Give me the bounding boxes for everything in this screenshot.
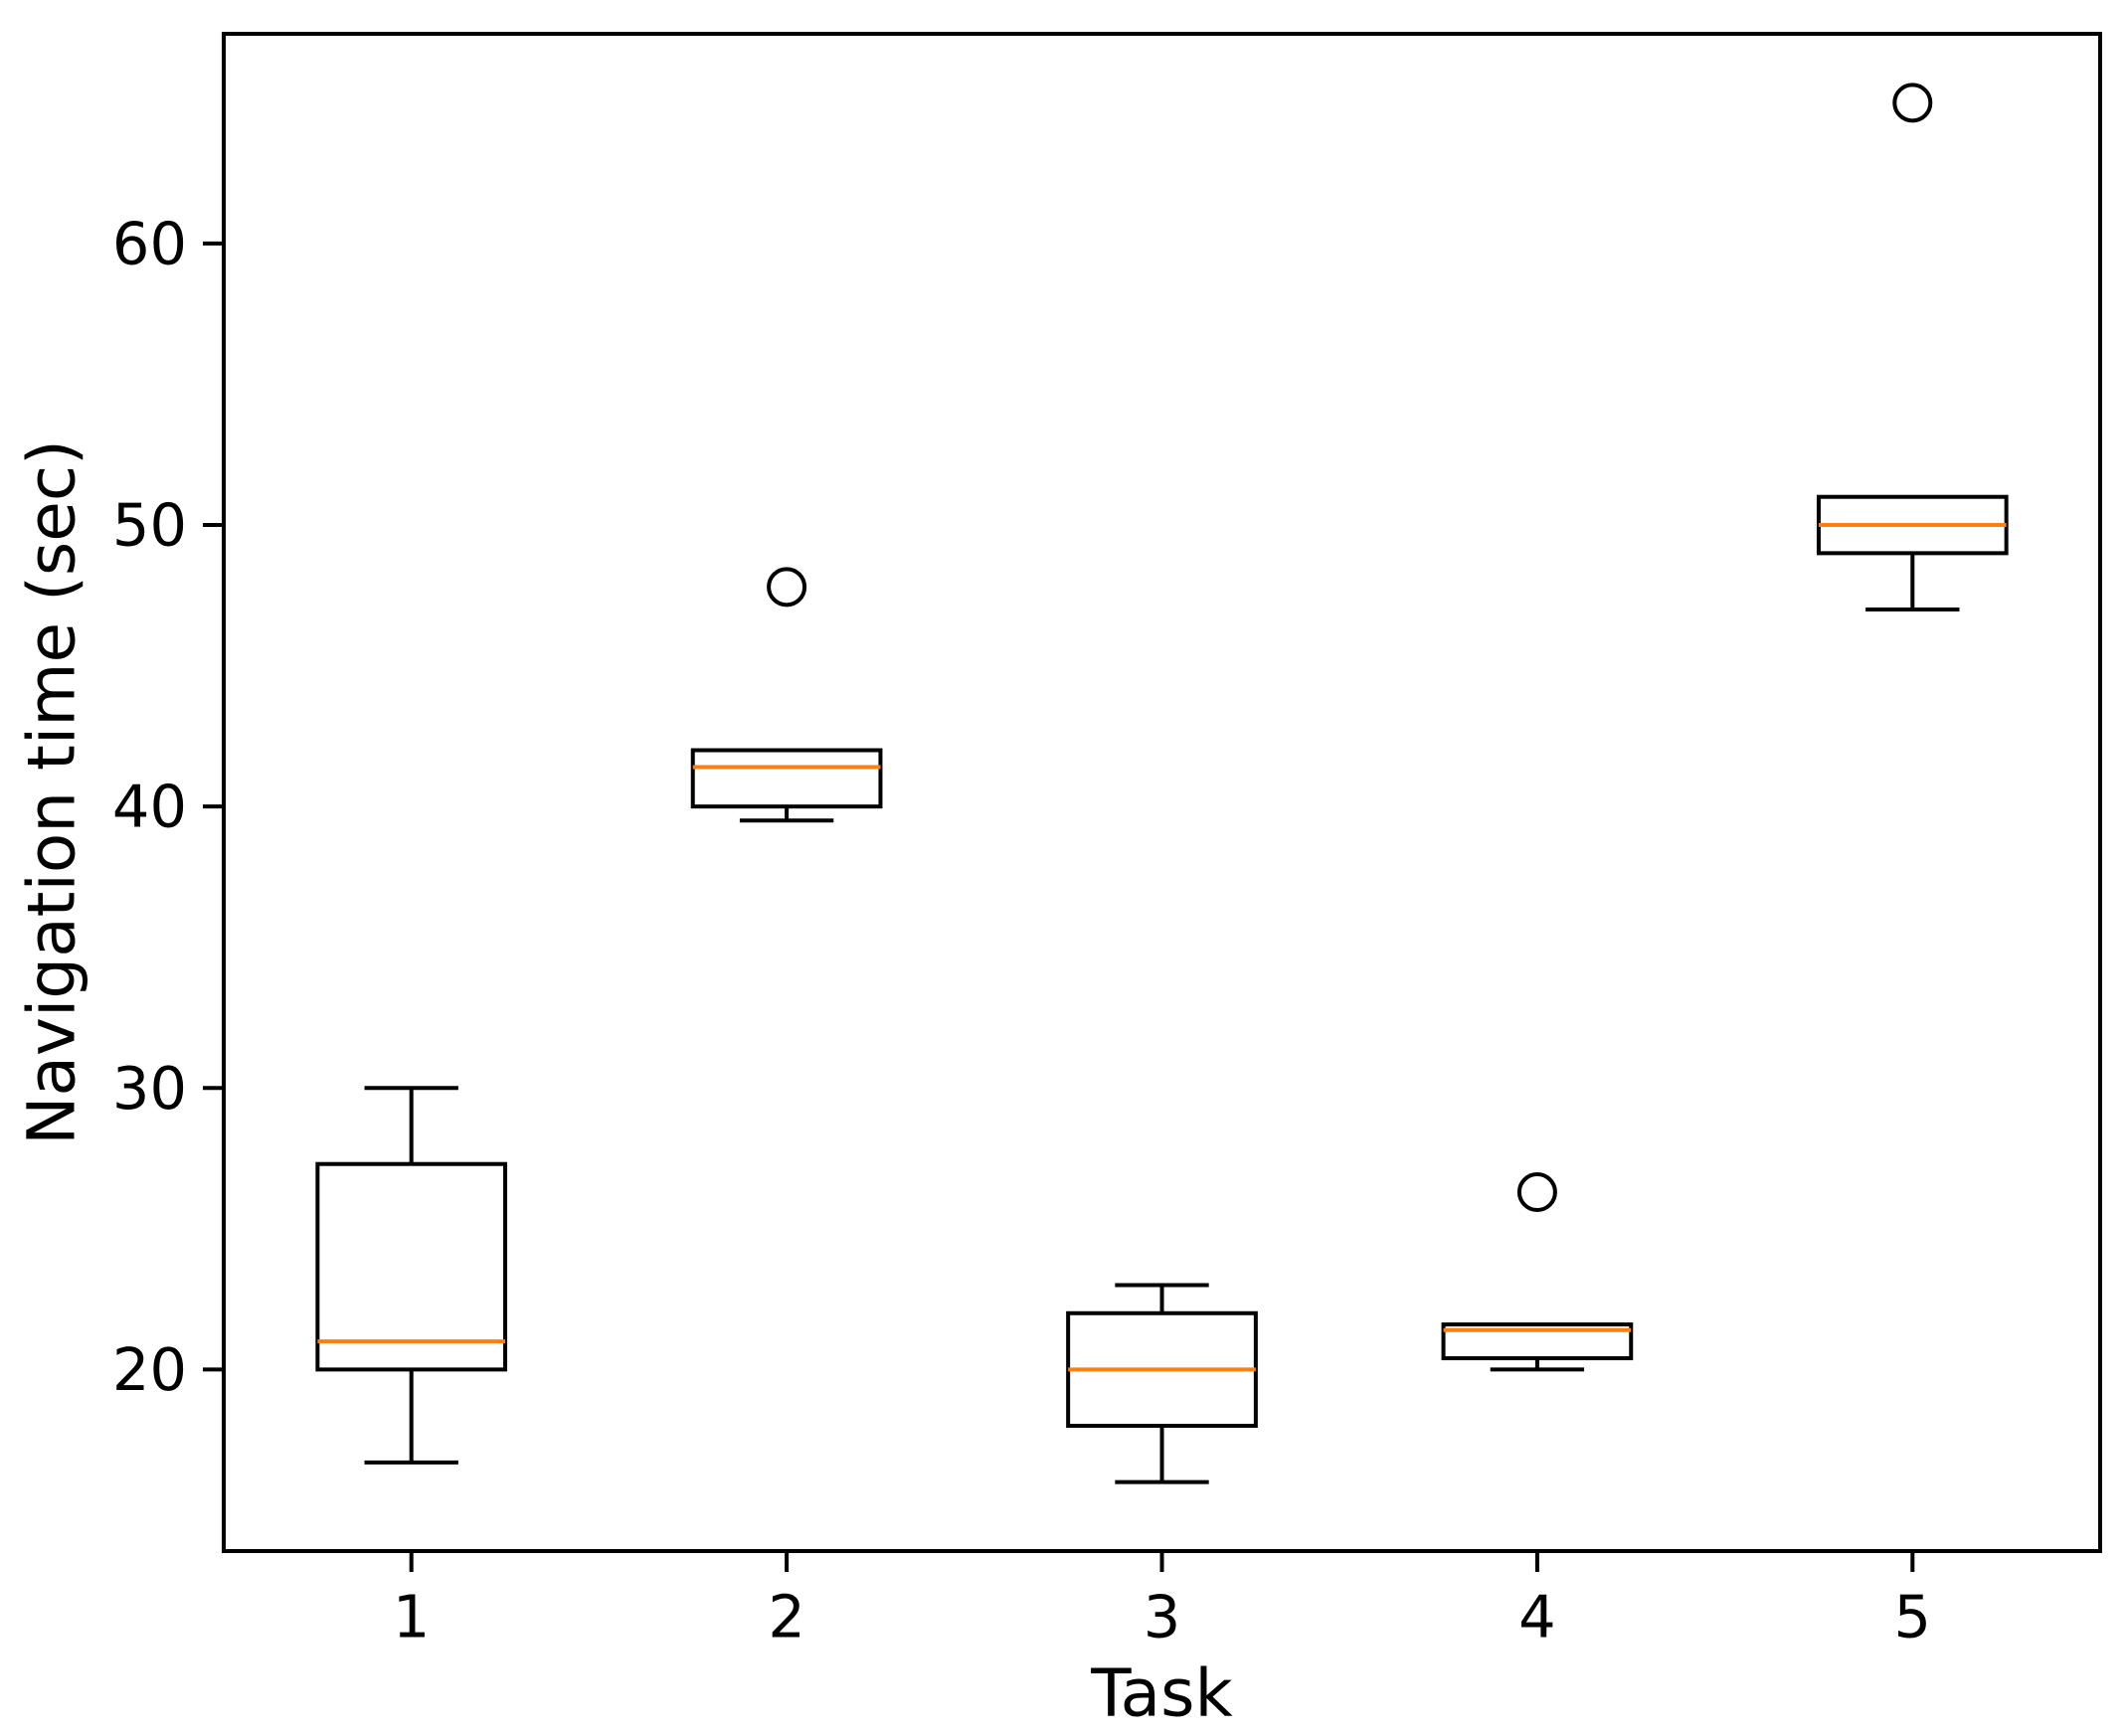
x-axis-label: Task [1090, 1655, 1233, 1732]
y-tick-label: 50 [112, 491, 187, 560]
x-tick-label: 2 [768, 1583, 805, 1651]
box-task-2 [690, 748, 883, 809]
outlier-marker-task-2 [767, 567, 807, 608]
x-tick-label: 1 [393, 1583, 431, 1651]
y-tick-label: 20 [112, 1335, 187, 1404]
x-tick-label: 5 [1894, 1583, 1932, 1651]
x-tick-label: 3 [1144, 1583, 1181, 1651]
y-tick-label: 30 [112, 1054, 187, 1123]
y-axis-label: Navigation time (sec) [14, 439, 90, 1145]
x-tick-label: 4 [1518, 1583, 1556, 1651]
y-tick-label: 60 [112, 209, 187, 277]
box-task-1 [315, 1161, 508, 1372]
outlier-marker-task-4 [1516, 1172, 1557, 1213]
y-tick-label: 40 [112, 773, 187, 841]
outlier-marker-task-5 [1892, 83, 1933, 123]
